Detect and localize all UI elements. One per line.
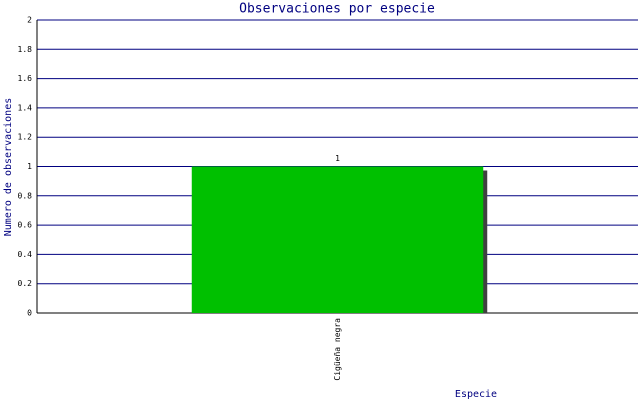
- chart-title: Observaciones por especie: [239, 2, 435, 17]
- y-tick-label: 2: [27, 16, 32, 25]
- y-tick-label: 1: [27, 162, 32, 171]
- y-tick-label: 0.2: [18, 279, 33, 288]
- y-tick-label: 1.2: [18, 133, 33, 142]
- x-axis-title: Especie: [455, 389, 497, 400]
- bar: [191, 166, 484, 313]
- value-label: 1: [335, 154, 340, 163]
- y-tick-label: 0.8: [18, 191, 33, 200]
- y-tick-label: 1.8: [18, 45, 33, 54]
- y-tick-label: 0.4: [18, 250, 33, 259]
- x-tick-label: Cigüeña negra: [333, 318, 342, 381]
- y-tick-label: 1.4: [18, 103, 33, 112]
- y-tick-label: 1.6: [18, 74, 33, 83]
- y-tick-label: 0: [27, 309, 32, 318]
- y-axis-title: Numero de observaciones: [3, 98, 14, 236]
- y-tick-label: 0.6: [18, 221, 33, 230]
